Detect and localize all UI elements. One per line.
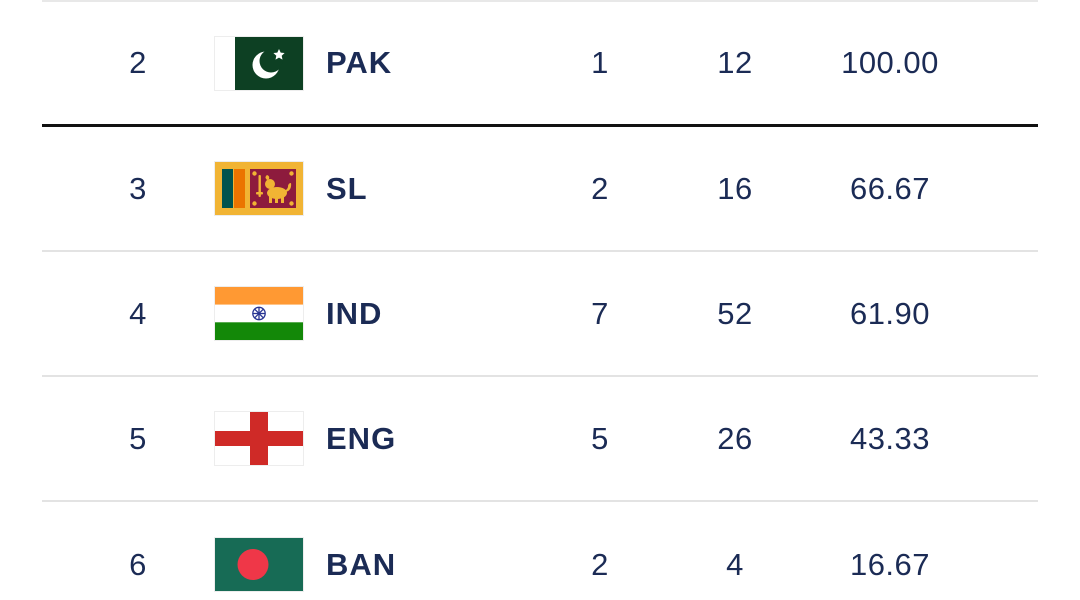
rank-value: 3 — [129, 170, 147, 206]
table-row[interactable]: 6 BAN 2 4 16.67 — [42, 502, 1038, 600]
stat-cell: 16 — [717, 170, 753, 206]
team-abbr: IND — [326, 295, 383, 331]
table-row[interactable]: 5 ENG 5 26 43.33 — [42, 377, 1038, 502]
pakistan-flag-icon — [213, 2, 304, 124]
table-row[interactable]: 4 IND 7 52 61.90 — [42, 252, 1038, 377]
rank-value: 2 — [129, 45, 147, 80]
stat-cell: 12 — [717, 45, 753, 80]
stat-cell: 1 — [591, 45, 609, 80]
stat-cell: 7 — [591, 295, 609, 331]
stat-cell: 2 — [591, 170, 609, 206]
stat-cell: 26 — [717, 420, 753, 456]
sri-lanka-flag-icon — [213, 127, 304, 250]
team-abbr: PAK — [326, 45, 393, 80]
stat-cell: 66.67 — [849, 170, 931, 206]
stat-cell: 16.67 — [849, 546, 931, 582]
rank-value: 6 — [129, 546, 147, 582]
stat-cell: 61.90 — [849, 295, 931, 331]
team-abbr: SL — [326, 170, 368, 206]
team-abbr: ENG — [326, 420, 397, 456]
stat-cell: 52 — [717, 295, 753, 331]
rank-value: 5 — [129, 420, 147, 456]
stat-cell: 2 — [591, 546, 609, 582]
stat-cell: 4 — [726, 546, 744, 582]
team-abbr: BAN — [326, 546, 397, 582]
rank-value: 4 — [129, 295, 147, 331]
table-row[interactable]: 3 SL 2 16 — [42, 127, 1038, 252]
india-flag-icon — [213, 252, 304, 375]
stat-cell: 100.00 — [841, 45, 939, 80]
england-flag-icon — [213, 377, 304, 500]
stat-cell: 5 — [591, 420, 609, 456]
table-row[interactable]: 2 PAK 1 12 100.00 — [42, 2, 1038, 127]
stat-cell: 43.33 — [849, 420, 931, 456]
standings-table: 2 PAK 1 12 100.00 3 — [42, 0, 1038, 600]
bangladesh-flag-icon — [213, 502, 304, 600]
